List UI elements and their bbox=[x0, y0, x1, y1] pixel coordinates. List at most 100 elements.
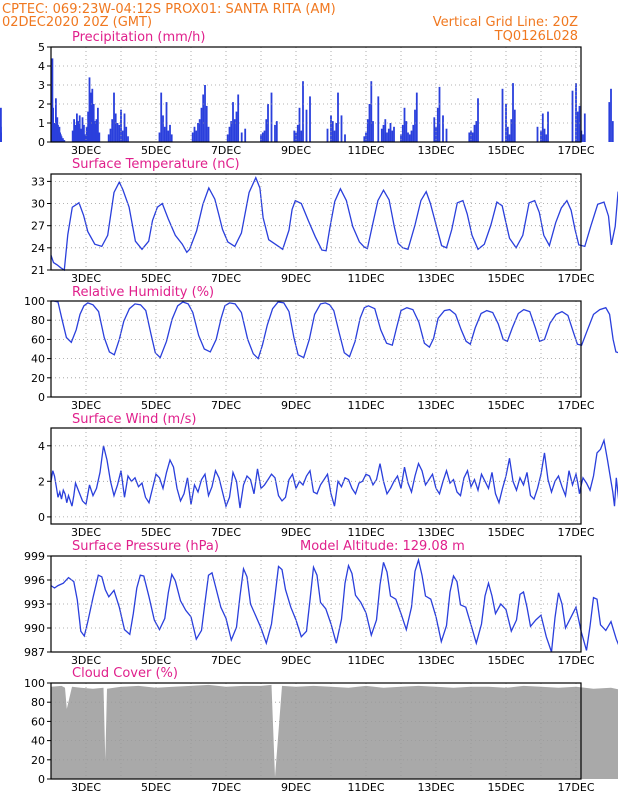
precip-bar bbox=[200, 107, 203, 142]
precip-bar bbox=[410, 130, 413, 142]
model-altitude-label: Model Altitude: 129.08 m bbox=[300, 539, 465, 554]
precip-bar bbox=[73, 119, 75, 142]
rh-series-line bbox=[51, 300, 618, 360]
precip-bar bbox=[331, 121, 334, 142]
precip-bar bbox=[95, 119, 98, 142]
x-tick-label: 7DEC bbox=[211, 526, 241, 539]
precip-bar bbox=[298, 107, 301, 142]
x-tick-label: 3DEC bbox=[71, 399, 101, 412]
header-vertical-grid: Vertical Grid Line: 20Z bbox=[433, 15, 578, 30]
precip-bar bbox=[477, 98, 479, 142]
precip-bar bbox=[387, 128, 390, 142]
rh-chart: 0 20 40 60 80 100 3DEC 5DEC 7DEC 9DEC 11DEC 13DEC 15… bbox=[24, 295, 618, 412]
y-tick-label: 60 bbox=[31, 333, 45, 346]
x-tick-label: 7DEC bbox=[211, 399, 241, 412]
precip-bar bbox=[260, 134, 262, 142]
precip-bar bbox=[127, 136, 129, 142]
precip-bar bbox=[366, 119, 369, 142]
x-tick-label: 15DEC bbox=[487, 526, 524, 539]
pressure-chart: 987 990 993 996 999 3DEC 5DEC 7DEC 9DEC 11DEC 13DE… bbox=[24, 550, 618, 667]
precip-bar bbox=[202, 94, 205, 142]
panel-frame bbox=[50, 682, 582, 780]
y-tick-label: 3 bbox=[38, 79, 45, 92]
precip-bar bbox=[510, 119, 513, 142]
precip-bar bbox=[571, 90, 574, 142]
precip-bar bbox=[207, 126, 210, 142]
precip-bar bbox=[205, 105, 208, 142]
precip-bar bbox=[274, 124, 276, 142]
precip-bar bbox=[204, 85, 206, 142]
precip-bar bbox=[326, 128, 329, 142]
precip-bar bbox=[113, 92, 115, 142]
x-tick-label: 13DEC bbox=[417, 781, 454, 794]
precip-bar bbox=[62, 138, 64, 142]
precip-bar bbox=[578, 105, 581, 142]
temp-chart: 21 24 27 30 33 3DEC 5DEC 7DEC 9DEC 11DEC 13DEC 15DE… bbox=[31, 173, 618, 285]
precip-bar bbox=[365, 132, 367, 142]
y-tick-label: 33 bbox=[31, 175, 45, 188]
precip-bar bbox=[92, 104, 95, 142]
precip-bar bbox=[335, 123, 338, 142]
x-tick-label: 17DEC bbox=[557, 272, 594, 285]
wind-panel: Surface Wind (m/s) bbox=[72, 412, 196, 427]
temperature-panel: Surface Temperature (nC) bbox=[72, 157, 240, 172]
precip-bar bbox=[88, 77, 91, 142]
precip-bar bbox=[78, 115, 81, 142]
x-tick-label: 5DEC bbox=[141, 272, 171, 285]
wind-series-line bbox=[50, 438, 618, 509]
precip-bar bbox=[541, 113, 544, 142]
precip-bar bbox=[120, 109, 122, 142]
precip-bar bbox=[90, 92, 92, 142]
humidity-panel: Relative Humidity (%) bbox=[72, 285, 214, 300]
x-tick-label: 11DEC bbox=[347, 399, 384, 412]
precip-bar bbox=[60, 136, 63, 142]
precip-bar bbox=[380, 128, 383, 142]
precip-bar bbox=[107, 134, 110, 142]
precip-bar bbox=[83, 124, 85, 142]
y-tick-label: 4 bbox=[38, 60, 45, 73]
x-tick-label: 7DEC bbox=[211, 781, 241, 794]
panel-frame bbox=[50, 427, 582, 525]
precip-bar bbox=[414, 109, 416, 142]
y-tick-label: 30 bbox=[31, 198, 45, 211]
x-tick-label: 15DEC bbox=[487, 654, 524, 667]
precip-bar bbox=[240, 132, 243, 142]
x-tick-label: 15DEC bbox=[487, 781, 524, 794]
x-tick-label: 15DEC bbox=[487, 399, 524, 412]
precip-bar bbox=[121, 130, 124, 142]
x-tick-label: 7DEC bbox=[211, 654, 241, 667]
x-tick-label: 5DEC bbox=[141, 781, 171, 794]
x-tick-label: 13DEC bbox=[417, 654, 454, 667]
precip-bar bbox=[163, 126, 166, 142]
y-tick-label: 80 bbox=[31, 696, 45, 709]
precip-bar bbox=[87, 111, 89, 142]
precip-bar bbox=[293, 130, 296, 142]
precip-bar bbox=[160, 92, 163, 142]
precip-bar bbox=[475, 121, 478, 142]
cloud-chart: 0 20 40 60 80 100 3DEC 5DEC 7DEC 9DEC 11DEC 13DEC 15… bbox=[24, 677, 618, 794]
precip-bar bbox=[295, 132, 297, 142]
precip-bar bbox=[77, 121, 80, 142]
precip-bar bbox=[393, 126, 395, 142]
precip-bar bbox=[244, 128, 247, 142]
x-tick-label: 3DEC bbox=[71, 654, 101, 667]
precip-bar bbox=[384, 119, 387, 142]
precip-bar bbox=[228, 126, 231, 142]
precip-bar bbox=[389, 123, 392, 142]
precip-bar bbox=[513, 109, 516, 142]
precip-bar bbox=[438, 86, 441, 142]
precip-bar bbox=[433, 117, 436, 142]
precip-bar bbox=[191, 132, 194, 142]
temperature-title: Surface Temperature (nC) bbox=[72, 157, 240, 172]
precip-bar bbox=[232, 102, 234, 142]
precip-bar bbox=[403, 107, 406, 142]
precipitation-title: Precipitation (mm/h) bbox=[72, 30, 205, 45]
x-tick-label: 17DEC bbox=[557, 526, 594, 539]
precip-bar bbox=[195, 130, 198, 142]
y-tick-label: 996 bbox=[24, 574, 45, 587]
precip-bar bbox=[80, 128, 82, 142]
pressure-panel: Surface Pressure (hPa) Model Altitude: 1… bbox=[72, 539, 465, 554]
precip-bar bbox=[302, 81, 304, 142]
precip-bar bbox=[391, 130, 394, 142]
precip-bar bbox=[125, 126, 128, 142]
